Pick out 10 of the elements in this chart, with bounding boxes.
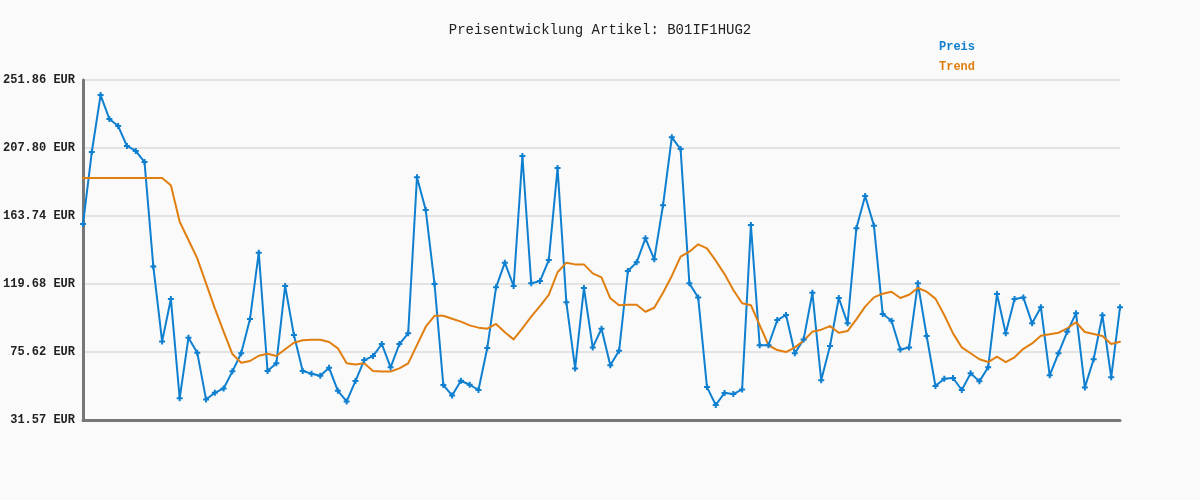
y-tick-label: 31.57 EUR	[10, 413, 76, 427]
text: Trend	[938, 60, 976, 74]
y-tick-label: 251.86 EUR	[3, 73, 76, 87]
text: Preis	[938, 40, 976, 54]
chart-title: Preisentwicklung Artikel: B01IF1HUG2	[448, 22, 752, 38]
line-series	[82, 176, 1121, 373]
y-tick-label: 119.68 EUR	[3, 277, 76, 292]
y-tick-label: 207.80 EUR	[3, 141, 76, 155]
y-tick-label: 75.62 EUR	[10, 345, 76, 360]
y-tick-label: 163.74 EUR	[3, 209, 76, 224]
